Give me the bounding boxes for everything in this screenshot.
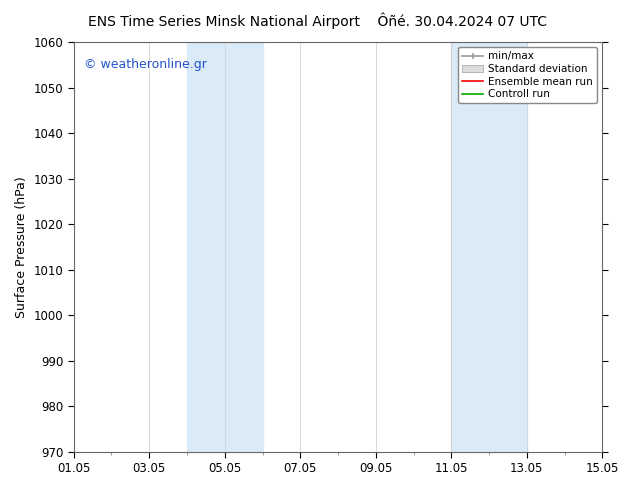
- Text: © weatheronline.gr: © weatheronline.gr: [84, 58, 207, 72]
- Bar: [451, 42, 527, 452]
- Y-axis label: Surface Pressure (hPa): Surface Pressure (hPa): [15, 176, 28, 318]
- Bar: [187, 42, 262, 452]
- Text: ENS Time Series Minsk National Airport    Ôñé. 30.04.2024 07 UTC: ENS Time Series Minsk National Airport Ô…: [87, 12, 547, 29]
- Legend: min/max, Standard deviation, Ensemble mean run, Controll run: min/max, Standard deviation, Ensemble me…: [458, 47, 597, 103]
